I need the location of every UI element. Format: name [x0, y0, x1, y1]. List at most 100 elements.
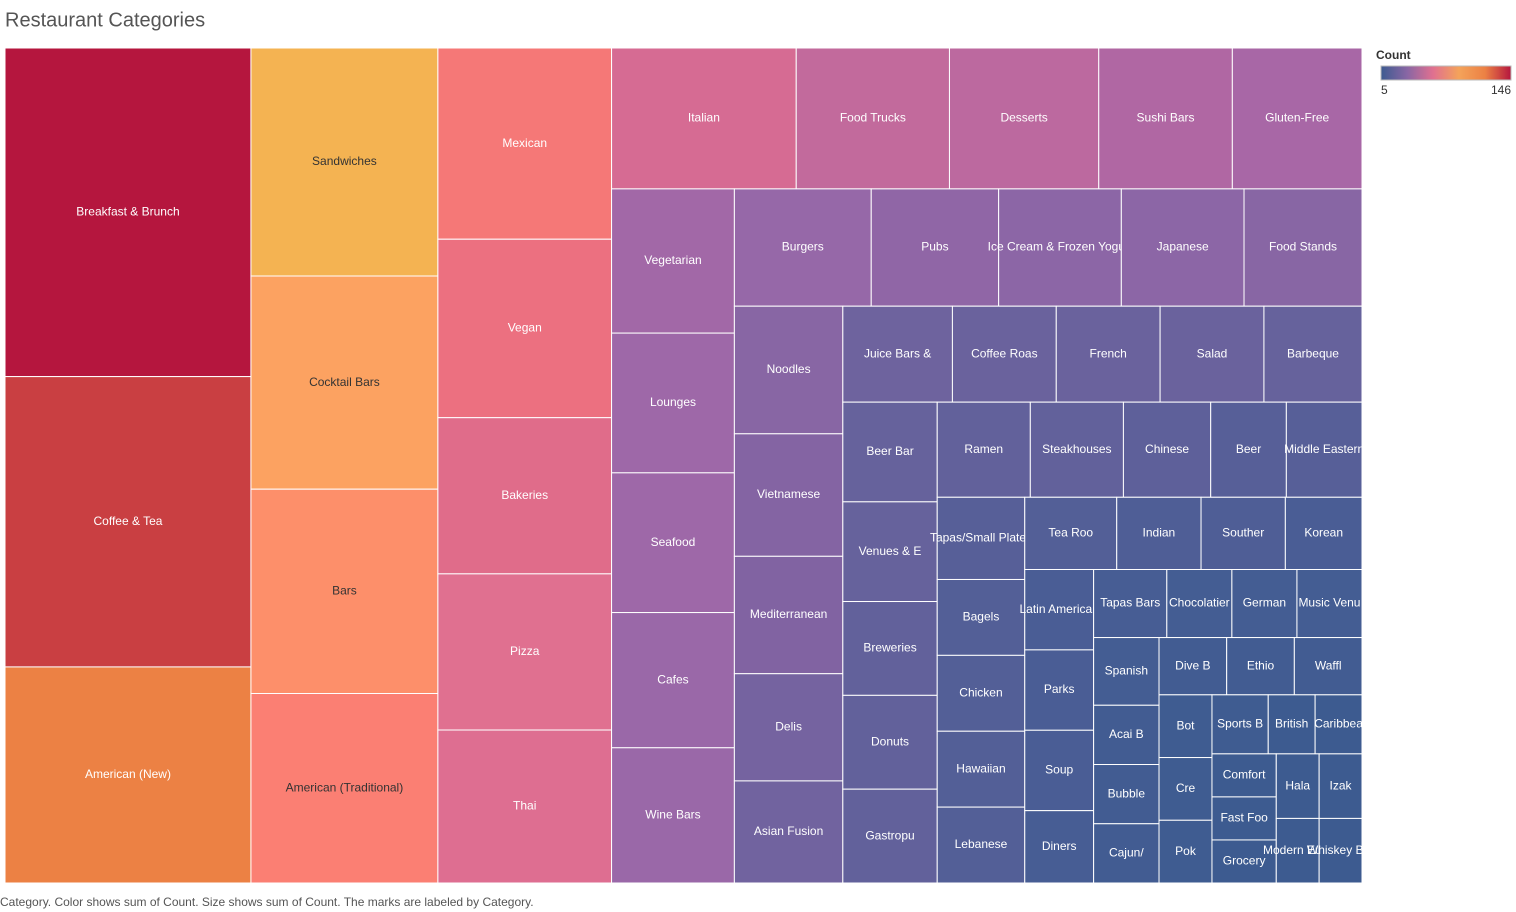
- tile-label: French: [1090, 346, 1127, 360]
- tile: [1093, 823, 1160, 884]
- tile-label: Bagels: [963, 610, 1000, 624]
- tile-label: Beer Bar: [866, 444, 913, 458]
- tile-label: Waffl: [1315, 658, 1342, 672]
- tile-label: Coffee & Tea: [93, 514, 162, 528]
- tile: [1211, 694, 1269, 755]
- tile-label: Souther: [1222, 526, 1264, 540]
- tile-label: Salad: [1197, 346, 1228, 360]
- tile: [1158, 819, 1213, 884]
- tile: [611, 47, 797, 190]
- tile-label: Parks: [1044, 682, 1075, 696]
- tile: [795, 47, 950, 190]
- tile-label: Pizza: [510, 644, 540, 658]
- tile: [842, 501, 938, 603]
- tile-label: Music Venu: [1298, 596, 1360, 610]
- tile: [1211, 753, 1277, 798]
- tile: [842, 601, 938, 696]
- legend-min: 5: [1381, 83, 1388, 97]
- tile: [936, 496, 1026, 580]
- tile: [1024, 810, 1095, 884]
- tile: [1275, 753, 1320, 819]
- tile-label: Soup: [1045, 763, 1073, 777]
- tile: [437, 47, 613, 240]
- tile-label: Middle Eastern: [1284, 442, 1364, 456]
- tile-label: Tea Roo: [1048, 526, 1093, 540]
- tile-label: American (Traditional): [286, 780, 404, 794]
- tile-label: Breweries: [863, 641, 916, 655]
- tile: [998, 188, 1122, 307]
- tile-label: Modern Euro: [1263, 843, 1333, 857]
- tile-label: Chinese: [1145, 442, 1189, 456]
- tile: [1318, 753, 1363, 819]
- tile: [1055, 305, 1161, 403]
- tile-label: Spanish: [1105, 664, 1148, 678]
- tile-label: Noodles: [767, 362, 811, 376]
- tile-label: Hawaiian: [956, 761, 1005, 775]
- tile: [1267, 694, 1316, 755]
- tile: [1159, 305, 1265, 403]
- tile: [1098, 47, 1233, 190]
- tile: [733, 673, 844, 782]
- tile: [733, 433, 844, 557]
- tile-label: Latin American: [1019, 602, 1098, 616]
- tile: [1275, 817, 1320, 884]
- tile-label: Ramen: [964, 442, 1003, 456]
- tile-label: Dive B: [1175, 658, 1210, 672]
- tile: [611, 472, 735, 614]
- tile-label: Coffee Roas: [971, 346, 1038, 360]
- tile-label: Burgers: [782, 240, 824, 254]
- tile-label: American (New): [85, 767, 171, 781]
- tile: [936, 578, 1026, 656]
- tile: [733, 305, 844, 435]
- tile-label: Italian: [688, 111, 720, 125]
- legend-title: Count: [1376, 48, 1411, 62]
- tile: [733, 188, 872, 307]
- tile-label: British: [1275, 717, 1308, 731]
- tile: [1296, 568, 1363, 639]
- tile-label: Chocolatier: [1169, 596, 1230, 610]
- tile: [1243, 188, 1363, 307]
- tile: [1093, 568, 1168, 639]
- tile: [1158, 637, 1228, 696]
- caption: Category. Color shows sum of Count. Size…: [0, 895, 534, 909]
- tile: [1158, 694, 1213, 759]
- tile-label: Acai B: [1109, 727, 1144, 741]
- tile: [250, 488, 439, 694]
- tile-label: Cocktail Bars: [309, 375, 380, 389]
- tile: [1093, 764, 1160, 825]
- tile: [437, 729, 613, 884]
- tile-label: Gastropu: [865, 828, 914, 842]
- tile: [1284, 496, 1363, 570]
- tile-label: Delis: [775, 719, 802, 733]
- tile-label: Lounges: [650, 395, 696, 409]
- tile-label: Grocery: [1223, 854, 1266, 868]
- tile: [1122, 401, 1212, 498]
- tile: [936, 401, 1031, 498]
- tile: [611, 612, 735, 749]
- tile-label: Barbeque: [1287, 346, 1339, 360]
- tile-label: Wine Bars: [645, 808, 700, 822]
- tile: [1024, 496, 1118, 570]
- tile-label: Desserts: [1000, 111, 1047, 125]
- tile: [842, 788, 938, 884]
- tile-label: Beer: [1236, 442, 1261, 456]
- tile-label: Asian Fusion: [754, 824, 823, 838]
- tile: [1210, 401, 1287, 498]
- tile: [948, 47, 1100, 190]
- tile: [936, 654, 1026, 732]
- tile-label: Korean: [1304, 526, 1343, 540]
- tile: [250, 692, 439, 884]
- tile-label: Hala: [1285, 778, 1310, 792]
- tile-label: Japanese: [1157, 240, 1209, 254]
- tile: [1158, 757, 1213, 821]
- tile-label: Cre: [1176, 781, 1196, 795]
- tile-label: Izak: [1330, 778, 1353, 792]
- tile: [1231, 47, 1363, 190]
- tile: [842, 401, 938, 503]
- tile: [1093, 704, 1160, 766]
- tile-label: Diners: [1042, 839, 1077, 853]
- tile: [1200, 496, 1286, 570]
- tile-label: Donuts: [871, 734, 909, 748]
- tile-label: Mexican: [502, 136, 547, 150]
